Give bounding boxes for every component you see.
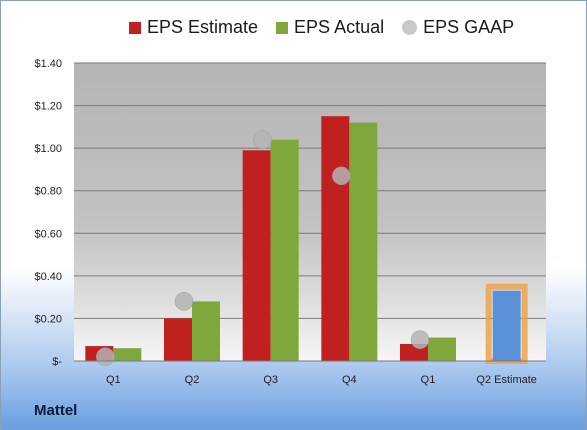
y-tick-label: $0.20 [34,313,62,325]
legend-item-eps-estimate: EPS Estimate [129,17,258,38]
eps-actual-bar [113,348,142,361]
plot-background [74,63,546,361]
legend-item-eps-actual: EPS Actual [276,17,384,38]
y-tick-label: $0.60 [34,228,62,240]
y-tick-label: $- [52,356,62,368]
eps-actual-bar [270,139,299,361]
eps-actual-bar [428,337,456,361]
legend-swatch-gaap [402,20,418,35]
y-tick-label: $1.40 [34,58,62,70]
x-tick-label: Q4 [342,374,357,386]
company-label: Mattel [34,402,78,419]
chart-legend: EPS Estimate EPS Actual EPS GAAP [129,17,532,38]
legend-label-gaap: EPS GAAP [423,17,515,37]
legend-item-eps-gaap: EPS GAAP [402,17,514,38]
y-tick-label: $1.00 [34,143,62,155]
eps-estimate-bar [321,116,350,361]
x-tick-label: Q3 [263,374,278,386]
x-tick-label: Q2 Estimate [476,374,537,386]
x-tick-label: Q1 [106,374,121,386]
eps-gaap-point [174,292,194,311]
legend-swatch-actual [276,21,289,34]
eps-gaap-point [410,330,430,349]
y-tick-label: $0.40 [34,271,62,283]
estimate-bar [492,290,521,361]
eps-gaap-point [96,347,115,366]
eps-gaap-point [332,166,351,186]
legend-label-estimate: EPS Estimate [147,17,259,37]
y-tick-label: $1.20 [34,101,62,113]
legend-label-actual: EPS Actual [294,17,385,37]
eps-estimate-bar [164,318,192,361]
eps-actual-bar [192,301,220,361]
eps-estimate-bar [242,150,271,361]
x-tick-label: Q1 [421,374,436,386]
eps-actual-bar [349,122,378,361]
legend-swatch-estimate [129,21,141,34]
y-tick-label: $0.80 [34,186,62,198]
x-tick-label: Q2 [185,374,200,386]
eps-gaap-point [253,130,272,149]
